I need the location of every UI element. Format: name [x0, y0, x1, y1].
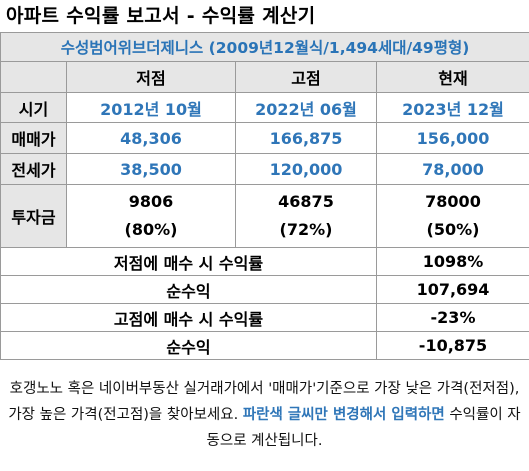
high-buy-yield-label: 고점에 매수 시 수익률 — [0, 303, 377, 332]
low-buy-profit-row: 순수익 107,694 — [0, 275, 529, 304]
sale-price-low-cell[interactable]: 48,306 — [66, 122, 236, 154]
investment-current-cell: 78000 (50%) — [376, 184, 529, 248]
column-header-current: 현재 — [376, 61, 529, 93]
investment-low-amount: 9806 — [128, 192, 174, 211]
low-buy-profit-value: 107,694 — [376, 275, 529, 304]
low-buy-yield-label: 저점에 매수 시 수익률 — [0, 247, 377, 276]
investment-high-amount: 46875 — [278, 192, 334, 211]
period-low-cell[interactable]: 2012년 10월 — [66, 92, 236, 123]
header-corner-cell — [0, 61, 67, 93]
investment-low-cell: 9806 (80%) — [66, 184, 236, 248]
column-header-high: 고점 — [235, 61, 377, 93]
investment-low-ratio: (80%) — [124, 220, 178, 239]
period-current-cell[interactable]: 2023년 12월 — [376, 92, 529, 123]
column-header-row: 저점 고점 현재 — [0, 61, 529, 93]
column-header-low: 저점 — [66, 61, 236, 93]
high-buy-profit-row: 순수익 -10,875 — [0, 331, 529, 360]
low-buy-yield-value: 1098% — [376, 247, 529, 276]
sale-price-label: 매매가 — [0, 122, 67, 154]
sale-price-current-cell[interactable]: 156,000 — [376, 122, 529, 154]
instruction-text-end: 수익률이 자동으로 계산됩니다. — [206, 407, 521, 449]
investment-current-amount: 78000 — [425, 192, 481, 211]
high-buy-yield-row: 고점에 매수 시 수익률 -23% — [0, 303, 529, 332]
jeonse-price-high-cell[interactable]: 120,000 — [235, 153, 377, 185]
high-buy-yield-value: -23% — [376, 303, 529, 332]
period-row: 시기 2012년 10월 2022년 06월 2023년 12월 — [0, 92, 529, 123]
investment-row: 투자금 9806 (80%) 46875 (72%) 78000 (50%) — [0, 184, 529, 248]
investment-high-cell: 46875 (72%) — [235, 184, 377, 248]
high-buy-profit-label: 순수익 — [0, 331, 377, 360]
jeonse-price-label: 전세가 — [0, 153, 67, 185]
period-label: 시기 — [0, 92, 67, 123]
report-title: 아파트 수익률 보고서 - 수익률 계산기 — [6, 5, 316, 27]
high-buy-profit-value: -10,875 — [376, 331, 529, 360]
instruction-note: 호갱노노 혹은 네이버부동산 실거래가에서 '매매가'기준으로 가장 낮은 가격… — [4, 376, 525, 454]
yield-calculator-table: 수성범어위브더제니스 (2009년12월식/1,494세대/49평형) 저점 고… — [0, 32, 529, 360]
low-buy-profit-label: 순수익 — [0, 275, 377, 304]
investment-label: 투자금 — [0, 184, 67, 248]
instruction-highlight: 파란색 글씨만 변경해서 입력하면 — [242, 407, 445, 423]
jeonse-price-row: 전세가 38,500 120,000 78,000 — [0, 153, 529, 185]
investment-high-ratio: (72%) — [279, 220, 333, 239]
instruction-text: 호갱노노 혹은 네이버부동산 실거래가에서 '매매가'기준으로 가장 낮은 가격… — [8, 381, 520, 423]
low-buy-yield-row: 저점에 매수 시 수익률 1098% — [0, 247, 529, 276]
jeonse-price-low-cell[interactable]: 38,500 — [66, 153, 236, 185]
jeonse-price-current-cell[interactable]: 78,000 — [376, 153, 529, 185]
subtitle-row: 수성범어위브더제니스 (2009년12월식/1,494세대/49평형) — [0, 32, 529, 62]
sale-price-row: 매매가 48,306 166,875 156,000 — [0, 122, 529, 154]
sale-price-high-cell[interactable]: 166,875 — [235, 122, 377, 154]
apartment-subtitle: 수성범어위브더제니스 (2009년12월식/1,494세대/49평형) — [0, 32, 529, 62]
investment-current-ratio: (50%) — [426, 220, 480, 239]
period-high-cell[interactable]: 2022년 06월 — [235, 92, 377, 123]
